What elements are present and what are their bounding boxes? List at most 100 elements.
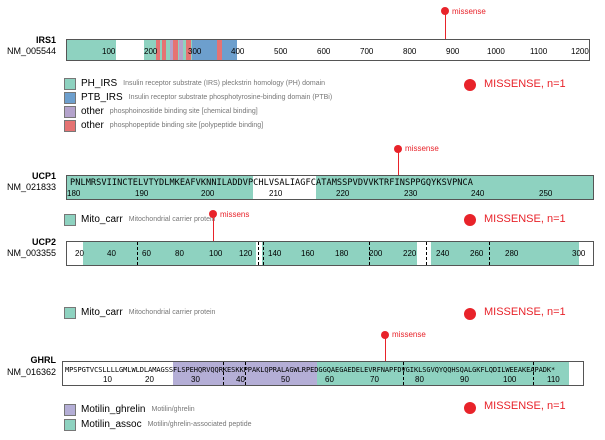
missense-summary: MISSENSE, n=1 bbox=[484, 213, 566, 225]
phosphopeptide-binding-site[interactable] bbox=[162, 40, 166, 60]
phosphopeptide-binding-site[interactable] bbox=[173, 40, 178, 60]
axis-tick: 160 bbox=[301, 249, 315, 258]
legend-name: PH_IRS bbox=[81, 78, 118, 89]
gene-accession: NM_016362 bbox=[6, 367, 56, 377]
axis-tick: 230 bbox=[404, 189, 418, 198]
legend-row: other phosphopeptide binding site [polyp… bbox=[64, 119, 263, 132]
legend-row: Motilin_assoc Motilin/ghrelin-associated… bbox=[64, 418, 252, 431]
legend-row: PTB_IRS Insulin receptor substrate phosp… bbox=[64, 91, 332, 104]
chemical-binding-site[interactable] bbox=[179, 40, 183, 60]
axis-tick: 70 bbox=[370, 375, 379, 384]
protein-track: PNLMRSVIINCTELVTYDLMKEAFVKNNILADDVPCHLVS… bbox=[66, 175, 594, 200]
mutation-pin-head[interactable] bbox=[209, 210, 217, 218]
axis-tick: 200 bbox=[369, 249, 383, 258]
legend-row: Motilin_ghrelin Motilin/ghrelin bbox=[64, 403, 195, 416]
mutation-pin[interactable] bbox=[445, 12, 446, 42]
mutation-pin[interactable] bbox=[213, 218, 214, 241]
phosphopeptide-binding-site[interactable] bbox=[156, 40, 160, 60]
mutation-pin-head[interactable] bbox=[441, 7, 449, 15]
mutation-pin-head[interactable] bbox=[394, 145, 402, 153]
axis-tick: 500 bbox=[274, 47, 288, 56]
motilin-assoc-domain[interactable] bbox=[317, 362, 569, 385]
axis-tick: 1200 bbox=[571, 47, 589, 56]
tick-line bbox=[426, 242, 427, 265]
axis-tick: 120 bbox=[239, 249, 253, 258]
legend-desc: phosphopeptide binding site [polypeptide… bbox=[109, 122, 264, 129]
protein-track: 100 200 300 400 500 600 700 800 900 1000… bbox=[66, 39, 590, 61]
axis-tick: 50 bbox=[281, 375, 290, 384]
mutation-pin-head[interactable] bbox=[381, 331, 389, 339]
tick-line bbox=[245, 362, 246, 385]
axis-tick: 30 bbox=[191, 375, 200, 384]
mutation-pin[interactable] bbox=[385, 338, 386, 361]
legend-name: other bbox=[81, 120, 104, 131]
phosphopeptide-binding-site[interactable] bbox=[217, 40, 222, 60]
mito-carr-domain[interactable] bbox=[431, 242, 579, 265]
phosphopeptide-binding-site[interactable] bbox=[186, 40, 191, 60]
axis-tick: 220 bbox=[336, 189, 350, 198]
axis-tick: 900 bbox=[446, 47, 460, 56]
axis-tick: 60 bbox=[325, 375, 334, 384]
legend-swatch bbox=[64, 105, 76, 118]
axis-tick: 250 bbox=[539, 189, 553, 198]
mito-carr-domain[interactable] bbox=[83, 242, 256, 265]
axis-tick: 190 bbox=[135, 189, 149, 198]
axis-tick: 260 bbox=[470, 249, 484, 258]
protein-sequence: PNLMRSVIINCTELVTYDLMKEAFVKNNILADDVPCHLVS… bbox=[70, 178, 474, 188]
legend-name: PTB_IRS bbox=[81, 92, 123, 103]
motilin-ghrelin-domain[interactable] bbox=[173, 362, 321, 385]
ptb-irs-domain[interactable] bbox=[192, 40, 237, 60]
axis-tick: 300 bbox=[188, 47, 202, 56]
axis-tick: 100 bbox=[209, 249, 223, 258]
mito-carr-domain[interactable] bbox=[262, 242, 417, 265]
axis-tick: 20 bbox=[75, 249, 84, 258]
protein-sequence: MPSPGTVCSLLLLGMLWLDLAMAGSSFLSPEHQRVQQRKE… bbox=[65, 366, 556, 374]
mutation-label: missense bbox=[452, 7, 486, 16]
axis-tick: 1000 bbox=[487, 47, 505, 56]
axis-tick: 90 bbox=[460, 375, 469, 384]
mito-carr-domain[interactable] bbox=[316, 176, 593, 199]
chemical-binding-site[interactable] bbox=[170, 40, 175, 60]
legend-swatch bbox=[64, 418, 76, 431]
axis-tick: 280 bbox=[505, 249, 519, 258]
axis-tick: 600 bbox=[317, 47, 331, 56]
legend-row: other phosphoinositide binding site [che… bbox=[64, 105, 258, 118]
legend-desc: phosphoinositide binding site [chemical … bbox=[109, 108, 258, 115]
legend-swatch bbox=[64, 77, 76, 90]
tick-line bbox=[223, 362, 224, 385]
ph-irs-domain[interactable] bbox=[67, 40, 116, 60]
legend-desc: Motilin/ghrelin-associated peptide bbox=[147, 421, 252, 428]
mutation-pin[interactable] bbox=[398, 152, 399, 175]
legend-name: Motilin_assoc bbox=[81, 419, 142, 430]
axis-tick: 240 bbox=[436, 249, 450, 258]
missense-summary: MISSENSE, n=1 bbox=[484, 306, 566, 318]
mito-carr-domain[interactable] bbox=[67, 176, 253, 199]
tick-line bbox=[533, 362, 534, 385]
legend-name: other bbox=[81, 106, 104, 117]
tick-line bbox=[489, 242, 490, 265]
axis-tick: 700 bbox=[360, 47, 374, 56]
legend-name: Mito_carr bbox=[81, 214, 123, 225]
axis-tick: 110 bbox=[547, 375, 560, 384]
axis-tick: 80 bbox=[415, 375, 424, 384]
gene-accession: NM_021833 bbox=[6, 182, 56, 192]
axis-tick: 20 bbox=[145, 375, 154, 384]
axis-tick: 220 bbox=[403, 249, 417, 258]
gene-name: UCP2 bbox=[31, 237, 56, 247]
axis-tick: 1100 bbox=[530, 47, 548, 56]
tick-line bbox=[137, 242, 138, 265]
legend-desc: Insulin receptor substrate phosphotyrosi… bbox=[128, 94, 333, 101]
missense-summary: MISSENSE, n=1 bbox=[484, 400, 566, 412]
axis-tick: 400 bbox=[231, 47, 245, 56]
gene-accession: NM_003355 bbox=[6, 248, 56, 258]
tick-line bbox=[403, 362, 404, 385]
axis-tick: 800 bbox=[403, 47, 417, 56]
mutation-label: missens bbox=[220, 210, 250, 219]
legend-swatch bbox=[64, 91, 76, 104]
legend-desc: Mitochondrial carrier protein bbox=[128, 216, 216, 223]
legend-name: Motilin_ghrelin bbox=[81, 404, 146, 415]
axis-tick: 300 bbox=[572, 249, 586, 258]
axis-tick: 100 bbox=[102, 47, 116, 56]
legend-row: Mito_carr Mitochondrial carrier protein bbox=[64, 213, 215, 226]
mutation-label: missense bbox=[392, 330, 426, 339]
